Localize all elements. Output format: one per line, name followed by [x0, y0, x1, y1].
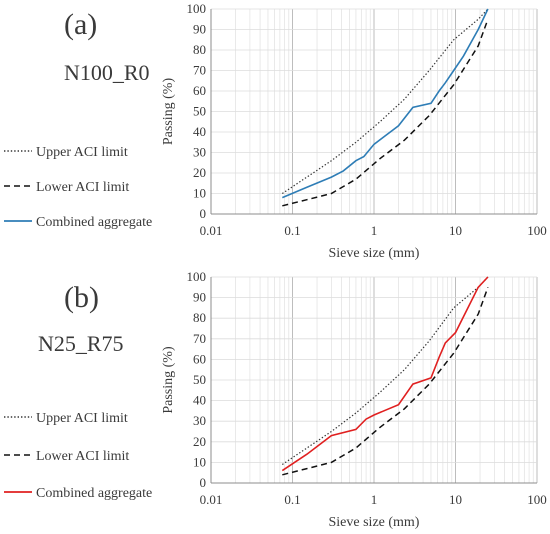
panel-letter: (b): [64, 281, 99, 314]
x-tick-label: 0.01: [200, 223, 223, 238]
y-tick-label: 90: [193, 290, 206, 305]
y-axis-title: Passing (%): [161, 346, 176, 414]
legend-label: Combined aggregate: [36, 486, 152, 501]
y-tick-label: 100: [187, 1, 207, 16]
series-line-lower-aci-limit: [282, 287, 489, 476]
panel-letter: (a): [64, 8, 97, 41]
y-tick-label: 30: [193, 145, 206, 160]
x-tick-label: 0.1: [284, 492, 300, 507]
y-tick-label: 50: [193, 372, 206, 387]
series-line-combined-aggregate: [281, 8, 489, 199]
legend-label: Lower ACI limit: [36, 180, 129, 195]
x-tick-label: 10: [449, 492, 462, 507]
y-tick-label: 40: [193, 124, 206, 139]
x-tick-label: 1: [371, 492, 378, 507]
y-tick-label: 60: [193, 351, 206, 366]
y-tick-label: 80: [193, 310, 206, 325]
chart-panel-2: 0 10 20 30 40 50 60 70 80 90 100 0.01 0.1 1 10 100 Sieve…: [4, 269, 547, 530]
series-line-lower-aci-limit: [282, 19, 489, 207]
y-tick-label: 70: [193, 63, 206, 78]
x-axis-title: Sieve size (mm): [329, 515, 420, 530]
y-tick-label: 0: [200, 206, 207, 221]
y-tick-label: 10: [193, 454, 206, 469]
y-tick-label: 30: [193, 413, 206, 428]
y-tick-label: 50: [193, 104, 206, 119]
y-tick-label: 20: [193, 165, 206, 180]
series-line-upper-aci-limit: [281, 276, 489, 465]
y-tick-label: 100: [187, 269, 207, 284]
panel-name: N100_R0: [64, 60, 150, 85]
legend-label: Upper ACI limit: [36, 411, 128, 426]
y-tick-label: 90: [193, 22, 206, 37]
x-tick-label: 100: [527, 492, 547, 507]
y-tick-label: 80: [193, 42, 206, 57]
legend-label: Lower ACI limit: [36, 449, 129, 464]
x-tick-label: 100: [527, 223, 547, 238]
series-line-combined-aggregate: [281, 276, 489, 472]
y-tick-label: 60: [193, 83, 206, 98]
x-axis-title: Sieve size (mm): [329, 246, 420, 261]
y-tick-label: 20: [193, 434, 206, 449]
x-tick-label: 0.01: [200, 492, 223, 507]
x-tick-label: 1: [371, 223, 378, 238]
y-tick-label: 40: [193, 393, 206, 408]
chart-panel-1: 0 10 20 30 40 50 60 70 80 90 100 0.01 0.1 1 10 100 Sieve…: [4, 1, 547, 261]
series-line-upper-aci-limit: [281, 8, 489, 194]
y-tick-label: 10: [193, 186, 206, 201]
y-tick-label: 70: [193, 331, 206, 346]
legend-label: Combined aggregate: [36, 215, 152, 230]
y-tick-label: 0: [200, 475, 207, 490]
panel-name: N25_R75: [38, 331, 124, 356]
y-axis-title: Passing (%): [161, 78, 176, 146]
legend-label: Upper ACI limit: [36, 145, 128, 160]
x-tick-label: 0.1: [284, 223, 300, 238]
x-tick-label: 10: [449, 223, 462, 238]
